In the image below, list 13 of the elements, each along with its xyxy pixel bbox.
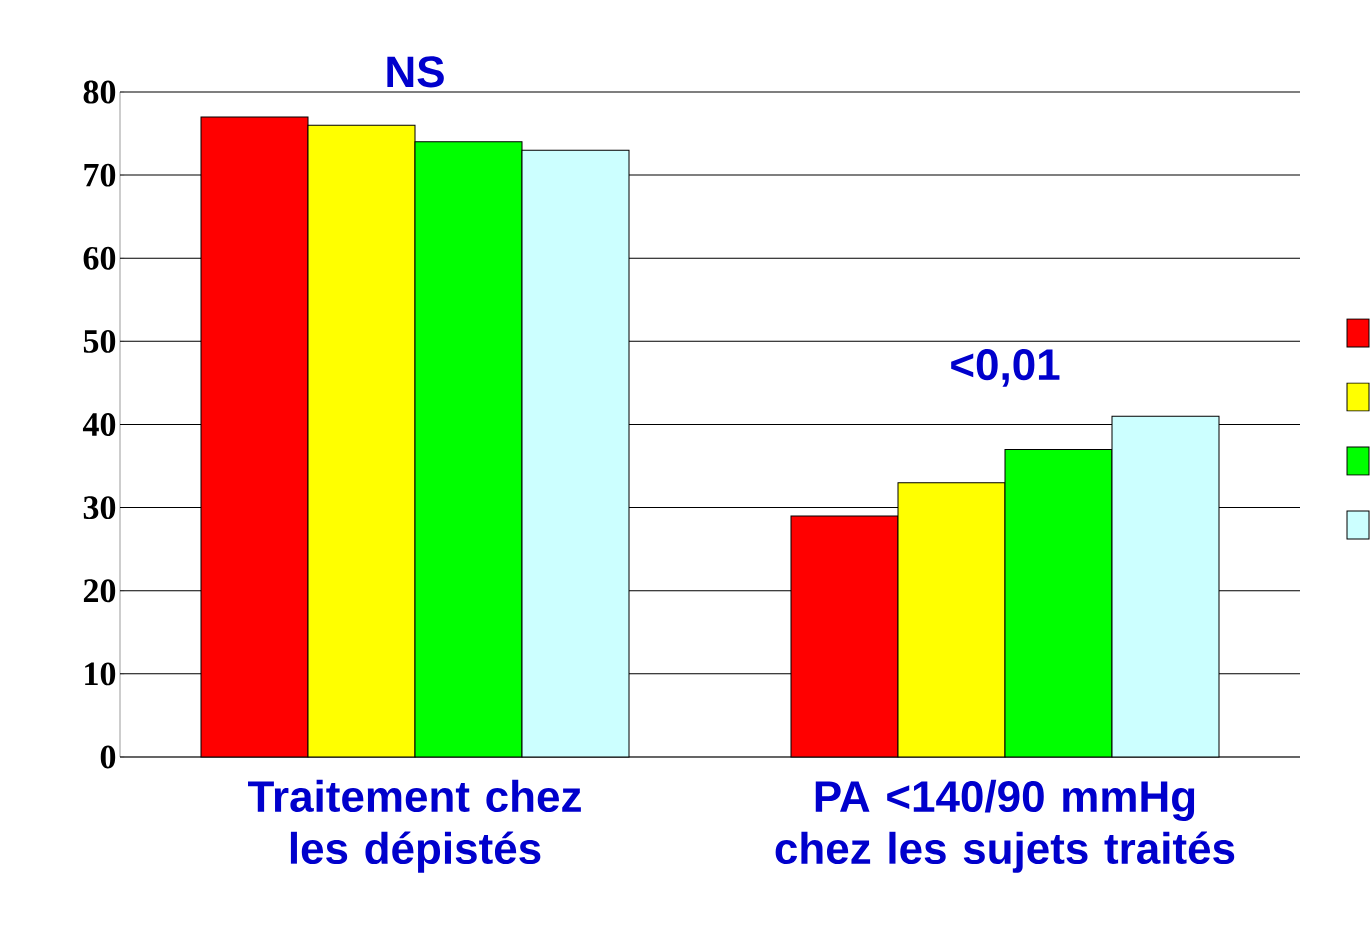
- y-tick-label: 60: [83, 246, 116, 270]
- x-tick-label: PA <140/90 mmHg chez les sujets traités: [775, 779, 1235, 873]
- y-tick-label: 70: [84, 163, 116, 187]
- y-tick-label: 50: [83, 329, 116, 353]
- y-tick-label: 0: [100, 745, 116, 769]
- y-tick-label: 30: [83, 496, 116, 520]
- y-tick-label: 80: [83, 80, 116, 104]
- y-tick-label: 20: [83, 579, 116, 603]
- y-tick-label: 10: [85, 662, 116, 686]
- y-tick-label: 40: [82, 413, 116, 436]
- x-tick-label: Traitement chez les dépistés: [248, 779, 581, 873]
- text: NS: [387, 56, 444, 88]
- annotation: <0,01: [951, 349, 1060, 387]
